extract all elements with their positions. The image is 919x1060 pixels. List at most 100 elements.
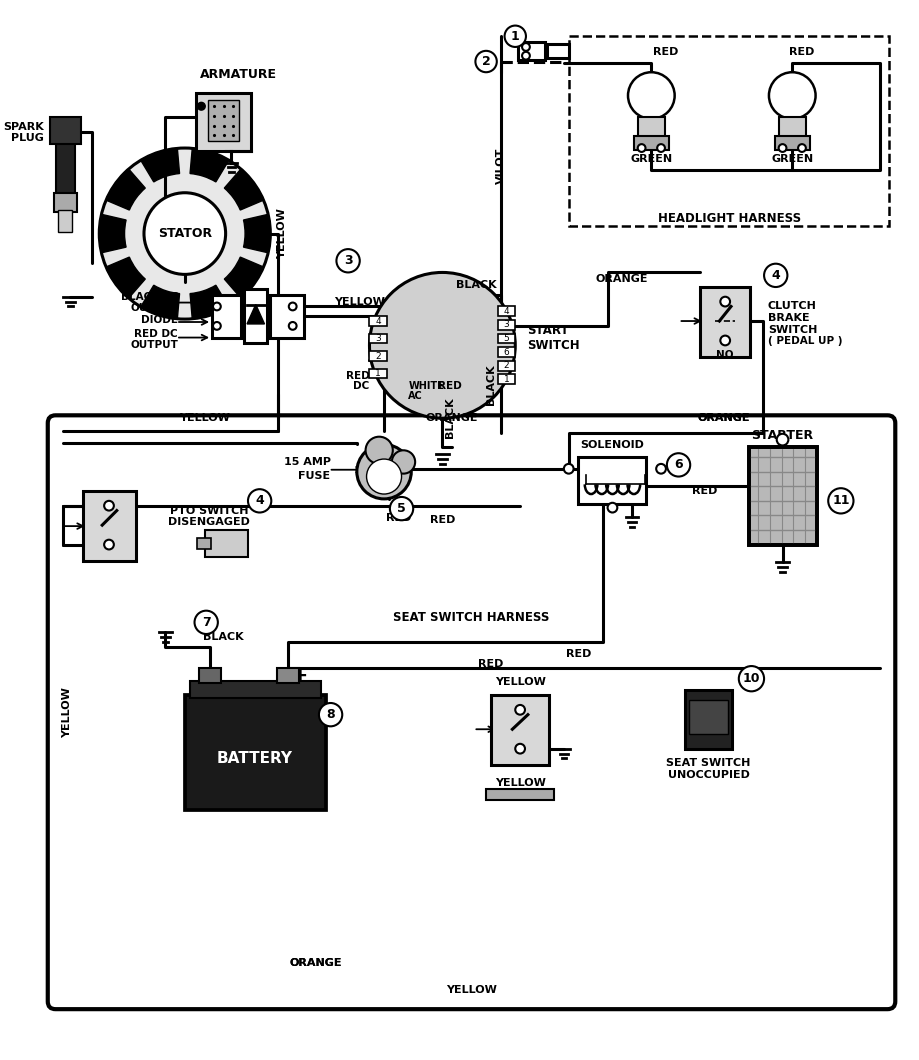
- Circle shape: [213, 302, 221, 311]
- Text: SEAT SWITCH HARNESS: SEAT SWITCH HARNESS: [393, 611, 550, 624]
- Circle shape: [366, 459, 401, 494]
- Circle shape: [144, 193, 225, 275]
- Wedge shape: [224, 169, 263, 210]
- Circle shape: [628, 72, 674, 119]
- Text: BLACK: BLACK: [203, 632, 244, 642]
- Text: VILOT: VILOT: [495, 147, 505, 183]
- Text: 8: 8: [326, 708, 335, 721]
- Text: RED: RED: [478, 659, 503, 669]
- Wedge shape: [106, 169, 145, 210]
- Text: 3: 3: [344, 254, 352, 267]
- Bar: [185, 695, 325, 810]
- Text: RED: RED: [386, 513, 411, 524]
- Text: BRAKE: BRAKE: [767, 313, 809, 323]
- Text: BLACK: BLACK: [456, 280, 496, 290]
- Text: BATTERY: BATTERY: [217, 750, 292, 766]
- Text: ORANGE: ORANGE: [698, 413, 750, 423]
- Text: DC: DC: [353, 382, 369, 391]
- Circle shape: [521, 52, 529, 59]
- Text: BLACK: BLACK: [445, 398, 455, 438]
- Circle shape: [336, 249, 359, 272]
- Circle shape: [607, 502, 617, 512]
- Circle shape: [357, 444, 411, 499]
- Circle shape: [198, 103, 205, 110]
- Bar: [199, 668, 221, 683]
- Circle shape: [666, 454, 689, 477]
- Bar: [547, 45, 568, 57]
- Bar: [369, 351, 387, 360]
- Text: 3: 3: [503, 320, 509, 330]
- Bar: [497, 306, 515, 316]
- Wedge shape: [99, 214, 126, 252]
- Circle shape: [768, 72, 815, 119]
- Bar: [55, 141, 74, 195]
- Bar: [369, 369, 387, 378]
- Text: ORANGE: ORANGE: [596, 275, 648, 284]
- Bar: [244, 289, 267, 343]
- Text: NO: NO: [716, 350, 733, 360]
- Text: YELLOW: YELLOW: [277, 208, 287, 259]
- Bar: [685, 690, 732, 748]
- Text: 6: 6: [503, 348, 509, 356]
- Text: 6: 6: [674, 458, 682, 472]
- Bar: [578, 457, 646, 504]
- Text: ORANGE: ORANGE: [425, 413, 478, 423]
- Bar: [205, 530, 248, 558]
- Text: 4: 4: [375, 317, 380, 325]
- Text: SPARK: SPARK: [3, 122, 44, 131]
- Bar: [83, 491, 136, 561]
- Text: 5: 5: [503, 334, 509, 343]
- Wedge shape: [224, 258, 263, 298]
- Text: 4: 4: [255, 494, 264, 508]
- Bar: [277, 668, 298, 683]
- Bar: [497, 348, 515, 357]
- Circle shape: [504, 25, 526, 47]
- Text: BLACK AC: BLACK AC: [120, 292, 177, 302]
- Text: +: +: [291, 667, 307, 685]
- Circle shape: [776, 434, 788, 445]
- Bar: [497, 374, 515, 384]
- Text: OUTPUT: OUTPUT: [130, 303, 177, 314]
- Circle shape: [777, 144, 786, 152]
- Text: 11: 11: [831, 494, 848, 508]
- Text: UNOCCUPIED: UNOCCUPIED: [667, 770, 749, 780]
- Text: 15 AMP: 15 AMP: [283, 457, 330, 467]
- Text: YELLOW: YELLOW: [494, 676, 545, 687]
- Circle shape: [365, 437, 392, 464]
- Bar: [491, 695, 549, 765]
- Text: 5: 5: [397, 502, 405, 515]
- Bar: [211, 295, 241, 337]
- Circle shape: [475, 51, 496, 72]
- Text: SEAT SWITCH: SEAT SWITCH: [665, 758, 750, 768]
- Text: GREEN: GREEN: [770, 154, 812, 163]
- Text: 1: 1: [510, 30, 519, 42]
- Text: ORANGE: ORANGE: [289, 957, 342, 968]
- Text: 2: 2: [482, 55, 490, 68]
- Text: YELLOW: YELLOW: [494, 778, 545, 788]
- Text: SWITCH: SWITCH: [527, 339, 579, 352]
- Bar: [637, 117, 664, 138]
- Text: YELLOW: YELLOW: [334, 297, 385, 306]
- Circle shape: [637, 144, 645, 152]
- Circle shape: [515, 705, 525, 714]
- Bar: [688, 700, 727, 735]
- Circle shape: [104, 540, 114, 549]
- Text: RED: RED: [437, 382, 460, 391]
- Text: NC: NC: [101, 554, 117, 564]
- Bar: [568, 36, 889, 226]
- Bar: [197, 92, 251, 151]
- Circle shape: [104, 500, 114, 511]
- Text: FUSE: FUSE: [298, 471, 330, 480]
- Circle shape: [248, 489, 271, 512]
- Text: 4: 4: [770, 269, 779, 282]
- Wedge shape: [244, 214, 270, 252]
- Text: SOLENOID: SOLENOID: [580, 441, 643, 450]
- Text: RED: RED: [346, 371, 369, 382]
- Bar: [748, 447, 816, 545]
- Text: BLACK: BLACK: [485, 364, 495, 405]
- Wedge shape: [190, 148, 229, 182]
- Text: HEADLIGHT HARNESS: HEADLIGHT HARNESS: [657, 212, 800, 225]
- Bar: [50, 117, 81, 144]
- Circle shape: [194, 611, 218, 634]
- Circle shape: [521, 43, 529, 51]
